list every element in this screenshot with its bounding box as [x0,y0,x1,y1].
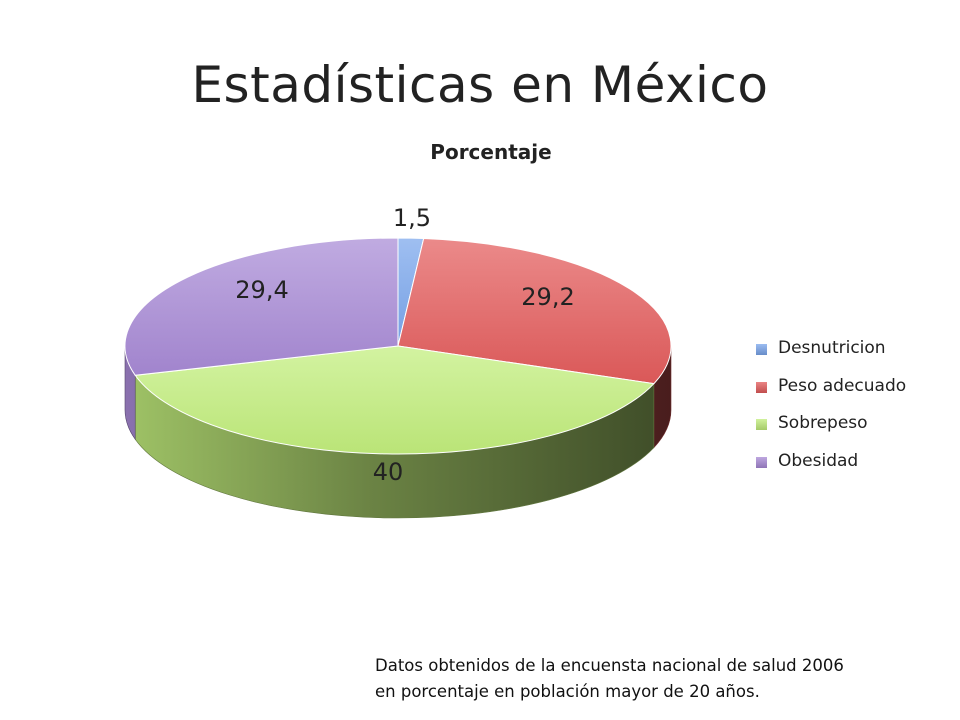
legend-label: Obesidad [778,450,859,471]
source-note-line-1: Datos obtenidos de la encuensta nacional… [375,656,844,675]
data-label-obesidad: 29,4 [235,276,288,304]
data-label-desnutricion: 1,5 [393,204,431,232]
legend-item-desnutricion: Desnutricion [756,338,906,376]
source-note: Datos obtenidos de la encuensta nacional… [375,653,844,705]
data-label-sobrepeso: 40 [373,458,404,486]
data-label-peso-adecuado: 29,2 [521,283,574,311]
legend-label: Sobrepeso [778,413,868,433]
pie-slice-peso-adecuado [397,237,672,385]
legend-item-sobrepeso: Sobrepeso [756,413,906,451]
legend-swatch [756,344,767,355]
chart-title: Porcentaje [430,140,551,164]
legend-swatch [756,456,767,468]
pie-slice-obesidad [124,237,399,376]
chart-legend: Desnutricion Peso adecuado Sobrepeso Obesid… [756,338,906,488]
legend-item-obesidad: Obesidad [756,451,906,489]
pie-slice-sobrepeso [134,345,655,455]
legend-label: Peso adecuado [778,375,907,396]
legend-item-peso-adecuado: Peso adecuado [756,376,906,414]
legend-swatch [756,419,767,430]
source-note-line-2: en porcentaje en población mayor de 20 a… [375,682,760,701]
slide-title: Estadísticas en México [191,56,769,114]
legend-label: Desnutricion [778,338,886,358]
legend-swatch [756,381,767,393]
